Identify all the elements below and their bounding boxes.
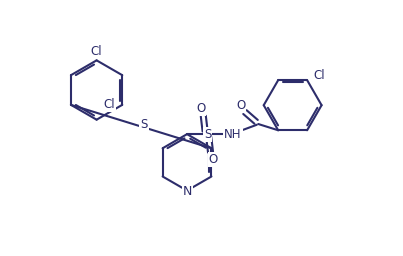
Text: Cl: Cl bbox=[313, 69, 324, 82]
Text: Cl: Cl bbox=[104, 98, 115, 111]
Text: N: N bbox=[183, 185, 193, 198]
Text: S: S bbox=[204, 128, 211, 141]
Text: S: S bbox=[140, 118, 148, 131]
Text: O: O bbox=[208, 153, 218, 166]
Text: O: O bbox=[236, 99, 245, 112]
Text: Cl: Cl bbox=[91, 45, 102, 58]
Text: NH: NH bbox=[224, 128, 242, 141]
Text: O: O bbox=[196, 102, 206, 115]
